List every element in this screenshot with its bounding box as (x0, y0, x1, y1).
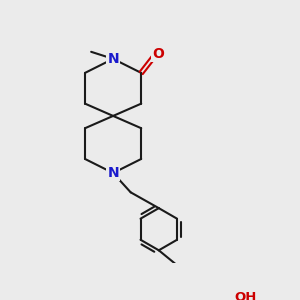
Text: O: O (152, 46, 164, 61)
Text: N: N (107, 52, 119, 66)
Text: OH: OH (235, 291, 257, 300)
Text: N: N (107, 166, 119, 180)
